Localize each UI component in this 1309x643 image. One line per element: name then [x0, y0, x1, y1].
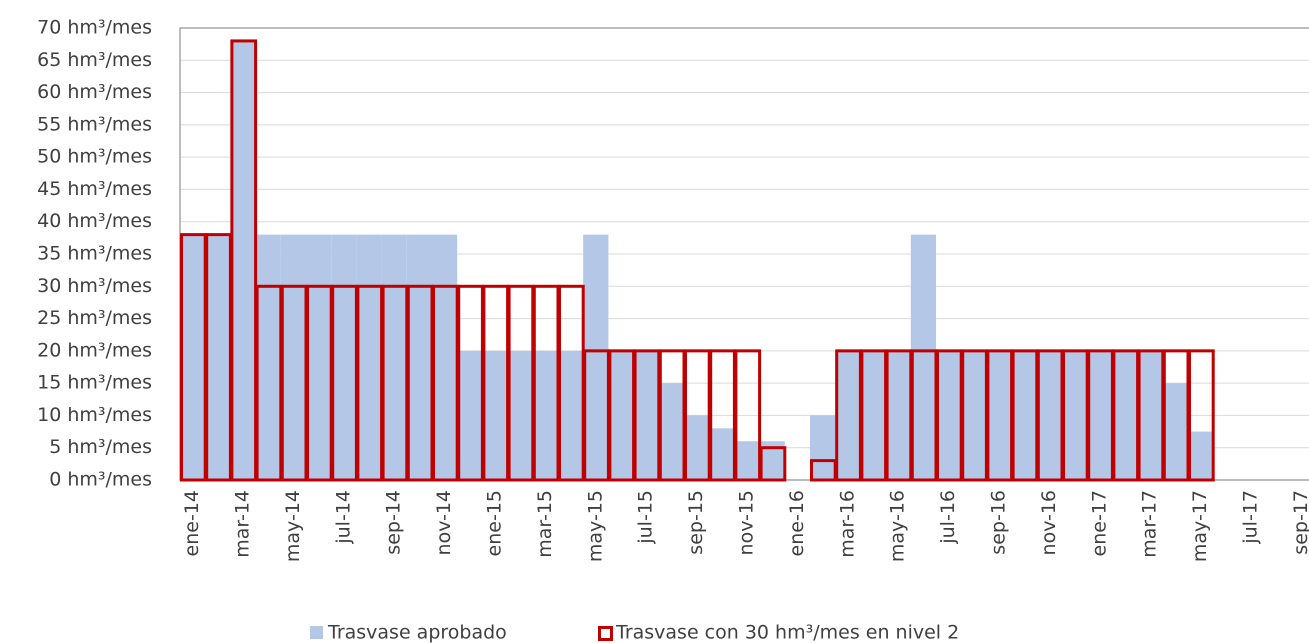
bar	[810, 415, 836, 480]
bar	[1137, 350, 1163, 480]
bar	[457, 350, 483, 480]
bar	[936, 350, 962, 480]
x-tick-label: sep-15	[685, 490, 707, 555]
bar	[230, 40, 256, 481]
bar	[482, 350, 508, 480]
y-tick-label: 60 hm³/mes	[37, 81, 152, 103]
bar	[180, 234, 206, 480]
y-tick-label: 5 hm³/mes	[49, 436, 152, 458]
x-tick-label: ene-15	[484, 490, 506, 556]
bar-outline	[180, 233, 207, 482]
y-tick-label: 10 hm³/mes	[37, 404, 152, 426]
y-tick-label: 40 hm³/mes	[37, 210, 152, 232]
bar	[658, 383, 684, 480]
x-tick-label: nov-14	[433, 490, 455, 555]
bar	[1062, 350, 1088, 480]
bar	[986, 350, 1012, 480]
bar-outline	[759, 446, 787, 482]
bar	[734, 441, 760, 480]
bar	[684, 415, 710, 480]
bar	[306, 234, 332, 480]
bar	[583, 234, 609, 480]
legend-swatch	[310, 626, 323, 639]
x-tick-label: jul-14	[332, 490, 354, 545]
y-tick-label: 25 hm³/mes	[37, 307, 152, 329]
bar-outline	[1188, 349, 1215, 482]
bar	[608, 350, 634, 480]
bar	[633, 350, 659, 480]
bar	[961, 350, 987, 480]
bar	[280, 234, 306, 480]
bar-outline	[432, 284, 459, 482]
bar	[885, 350, 911, 480]
bar-outline	[406, 284, 434, 482]
x-tick-label: jul-16	[937, 490, 959, 545]
y-tick-label: 30 hm³/mes	[37, 275, 152, 297]
x-tick-label: mar-16	[836, 490, 858, 558]
bar-outline	[280, 284, 308, 482]
bar	[1036, 350, 1062, 480]
bar	[1112, 350, 1138, 480]
bar	[910, 234, 936, 480]
y-tick-label: 15 hm³/mes	[37, 372, 152, 394]
bar-outline	[356, 284, 384, 482]
bar-outline	[205, 233, 232, 482]
y-tick-label: 55 hm³/mes	[37, 113, 152, 135]
bar	[1188, 431, 1214, 480]
x-tick-label: mar-14	[232, 490, 254, 558]
x-tick-label: ene-16	[786, 490, 808, 556]
y-tick-label: 0 hm³/mes	[49, 469, 152, 491]
legend-label: Trasvase aprobado	[327, 622, 507, 643]
bar-outline	[306, 284, 333, 482]
x-tick-label: may-15	[584, 490, 606, 562]
x-tick-label: nov-15	[736, 490, 758, 555]
bar	[1162, 383, 1188, 480]
x-tick-label: ene-17	[1088, 490, 1110, 556]
x-tick-label: may-17	[1189, 490, 1211, 562]
y-tick-label: 45 hm³/mes	[37, 178, 152, 200]
y-tick-label: 20 hm³/mes	[37, 339, 152, 361]
bar	[1011, 350, 1037, 480]
x-tick-label: may-14	[282, 490, 304, 562]
x-tick-label: jul-17	[1240, 490, 1262, 545]
x-tick-label: mar-15	[534, 490, 556, 558]
x-tick-label: sep-17	[1290, 490, 1309, 555]
bar	[709, 428, 735, 480]
bar	[406, 234, 432, 480]
x-tick-label: sep-14	[383, 490, 405, 555]
y-tick-label: 50 hm³/mes	[37, 146, 152, 168]
bar-outline	[230, 39, 258, 482]
y-tick-label: 65 hm³/mes	[37, 49, 152, 71]
bar	[432, 234, 458, 480]
x-tick-label: nov-16	[1038, 490, 1060, 555]
bar	[507, 350, 533, 480]
bar	[558, 350, 584, 480]
bar	[255, 234, 281, 480]
legend-swatch	[598, 626, 613, 641]
bar	[532, 350, 558, 480]
bar-outline	[1011, 349, 1039, 482]
x-tick-label: mar-17	[1139, 490, 1161, 558]
x-tick-label: sep-16	[988, 490, 1010, 555]
bar-outline	[734, 349, 762, 482]
bar	[381, 234, 407, 480]
x-tick-label: may-16	[887, 490, 909, 562]
bar	[860, 350, 886, 480]
bar	[835, 350, 861, 480]
bar-outline	[1087, 349, 1114, 482]
x-tick-label: jul-15	[635, 490, 657, 545]
bar-outline	[482, 284, 510, 482]
y-tick-label: 35 hm³/mes	[37, 243, 152, 265]
y-tick-label: 70 hm³/mes	[37, 17, 152, 39]
bar	[205, 234, 231, 480]
bar	[1087, 350, 1113, 480]
bar	[356, 234, 382, 480]
bar-outline	[1137, 349, 1165, 482]
bar	[331, 234, 357, 480]
legend-label: Trasvase con 30 hm³/mes en nivel 2	[615, 622, 959, 643]
x-tick-label: ene-14	[181, 490, 203, 556]
